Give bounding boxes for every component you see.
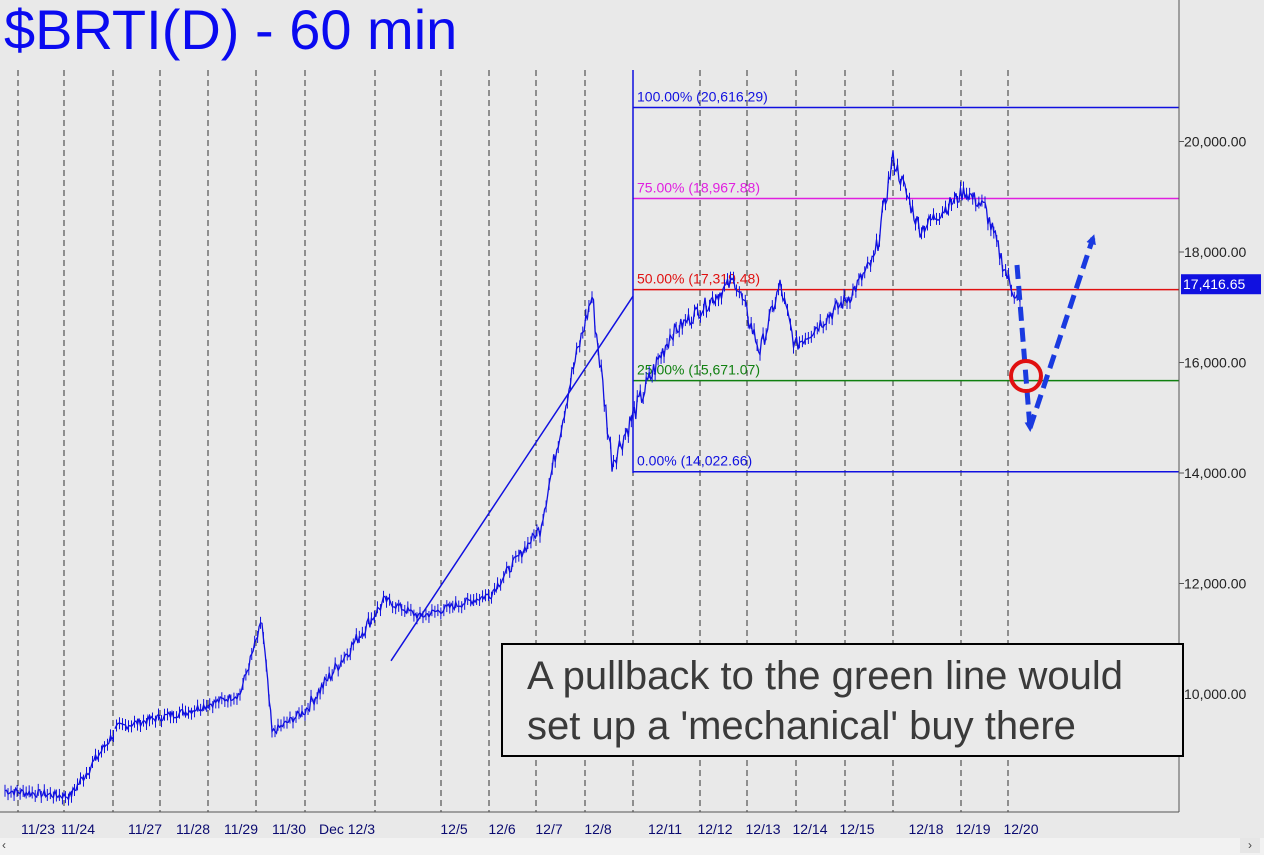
x-tick-label: 12/20 — [1003, 821, 1038, 837]
x-tick-label: 12/18 — [908, 821, 943, 837]
x-tick-label: 12/8 — [584, 821, 611, 837]
x-tick-label: 12/11 — [648, 821, 682, 837]
x-tick-label: 11/23 — [21, 821, 55, 837]
y-tick-label: 10,000.00 — [1184, 686, 1246, 702]
fib-level-label: 25.00% (15,671.07) — [637, 362, 760, 378]
x-tick-label: 12/13 — [745, 821, 780, 837]
projection-up-arrow — [1027, 234, 1096, 429]
y-tick-label: 20,000.00 — [1184, 134, 1246, 150]
chart-title: $BRTI(D) - 60 min — [4, 0, 458, 61]
annotation-box: A pullback to the green line would set u… — [501, 643, 1184, 757]
annotation-line-2: set up a 'mechanical' buy there — [527, 704, 1076, 748]
last-price-box — [1181, 274, 1261, 295]
x-tick-label: 11/28 — [176, 821, 210, 837]
x-tick-label: Dec 12/3 — [319, 821, 375, 837]
swing-trendline — [390, 295, 634, 662]
fib-level-label: 100.00% (20,616.29) — [637, 88, 768, 104]
projection-down-arrow — [1014, 264, 1035, 432]
y-tick-label: 12,000.00 — [1184, 576, 1246, 592]
last-price-label: 17,416.65 — [1183, 276, 1245, 292]
annotation-line-1: A pullback to the green line would — [527, 654, 1123, 698]
y-tick-label: 16,000.00 — [1184, 355, 1246, 371]
fib-level-label: 75.00% (18,967.88) — [637, 180, 760, 196]
x-tick-label: 11/29 — [224, 821, 258, 837]
x-tick-label: 12/7 — [535, 821, 562, 837]
x-tick-label: 12/6 — [488, 821, 515, 837]
scroll-right-button[interactable]: › — [1240, 838, 1260, 853]
y-tick-label: 18,000.00 — [1184, 244, 1246, 260]
fib-level-label: 0.00% (14,022.66) — [637, 453, 752, 469]
x-tick-label: 12/12 — [697, 821, 732, 837]
scroll-left-button[interactable]: ‹ — [2, 838, 6, 852]
x-tick-label: 11/24 — [61, 821, 95, 837]
x-tick-label: 12/14 — [792, 821, 827, 837]
price-series — [4, 150, 1021, 806]
x-tick-label: 12/5 — [440, 821, 467, 837]
x-tick-label: 11/30 — [272, 821, 306, 837]
y-tick-label: 14,000.00 — [1184, 465, 1246, 481]
swing-line — [390, 295, 634, 662]
x-tick-label: 12/19 — [955, 821, 990, 837]
projection-arrows — [1009, 234, 1096, 432]
fib-level-label: 50.00% (17,319.48) — [637, 271, 760, 287]
target-circle — [1009, 359, 1043, 393]
x-tick-label: 11/27 — [128, 821, 162, 837]
x-tick-label: 12/15 — [839, 821, 874, 837]
horizontal-scrollbar — [0, 838, 1264, 855]
